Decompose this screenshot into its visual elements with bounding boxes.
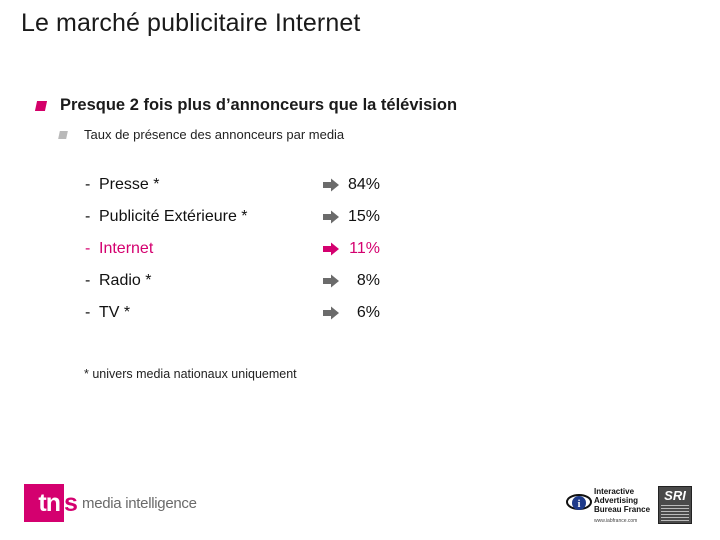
row-label: TV * xyxy=(99,304,131,321)
arrow-right-icon xyxy=(323,274,339,288)
tns-mark: tn xyxy=(24,484,64,522)
row-label: Internet xyxy=(99,240,154,257)
sri-fineprint xyxy=(661,505,689,521)
row-dash: - xyxy=(85,272,91,289)
footnote: * univers media nationaux uniquement xyxy=(84,367,297,381)
iab-france-logo: i Interactive Advertising Bureau France … xyxy=(566,485,656,525)
row-label: Publicité Extérieure * xyxy=(99,208,248,225)
heading-bullet xyxy=(34,101,48,111)
iab-url: www.iabfrance.com xyxy=(594,518,638,524)
row-value: 11% xyxy=(349,240,380,257)
tns-mark-s: s xyxy=(64,489,78,517)
row-value: 15% xyxy=(347,208,380,225)
row-label: Radio * xyxy=(99,272,152,289)
row-dash: - xyxy=(85,208,91,225)
slide-title: Le marché publicitaire Internet xyxy=(21,9,361,37)
slide-heading: Presque 2 fois plus d’annonceurs que la … xyxy=(60,96,458,114)
subheading-bullet xyxy=(58,131,68,139)
media-row-presse: - Presse * 84% xyxy=(0,176,720,200)
arrow-right-icon xyxy=(323,178,339,192)
media-row-internet: - Internet 11% xyxy=(0,240,720,264)
media-row-publicite-exterieure: - Publicité Extérieure * 15% xyxy=(0,208,720,232)
sri-letters: SRI xyxy=(664,488,686,503)
media-row-radio: - Radio * 8% xyxy=(0,272,720,296)
tns-media-intelligence-logo: tn s media intelligence xyxy=(24,484,214,524)
arrow-right-icon xyxy=(323,210,339,224)
slide-subheading: Taux de présence des annonceurs par medi… xyxy=(84,127,345,142)
media-row-tv: - TV * 6% xyxy=(0,304,720,328)
svg-text:i: i xyxy=(578,499,581,510)
sri-logo: SRI xyxy=(658,486,692,524)
arrow-right-icon xyxy=(323,306,339,320)
row-dash: - xyxy=(85,176,91,193)
arrow-right-icon xyxy=(323,242,339,256)
iab-name: Interactive Advertising Bureau France xyxy=(594,487,651,514)
row-value: 8% xyxy=(356,272,380,289)
row-dash: - xyxy=(85,304,91,321)
iab-eye-icon: i xyxy=(566,494,592,510)
row-dash: - xyxy=(85,240,91,257)
row-label: Presse * xyxy=(99,176,160,193)
row-value: 84% xyxy=(347,176,380,193)
tns-tagline: media intelligence xyxy=(82,495,197,512)
row-value: 6% xyxy=(356,304,380,321)
